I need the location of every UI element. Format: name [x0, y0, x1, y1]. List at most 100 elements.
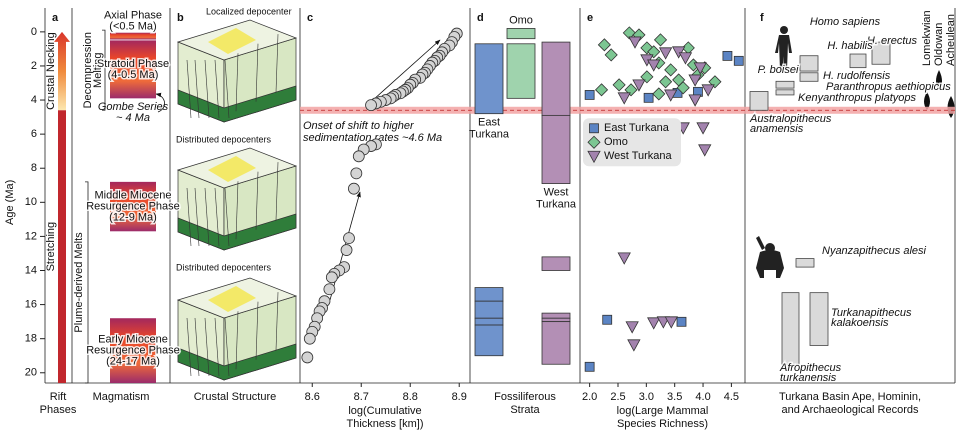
data-point — [347, 182, 360, 195]
data-point — [627, 339, 641, 352]
taxon-range — [775, 80, 795, 89]
taxon-range — [809, 292, 829, 346]
taxon-label: H. rudolfensis — [823, 70, 891, 82]
hominin-icon — [775, 26, 792, 70]
x-axis-label: Strata — [510, 404, 540, 416]
taxon-label: Paranthropus aethiopicus — [826, 81, 951, 93]
block-base — [177, 213, 297, 251]
data-point — [323, 283, 336, 296]
tool-label: Acheulean — [945, 14, 957, 66]
data-point — [658, 47, 673, 60]
magma-phase — [110, 32, 156, 40]
y-tick-label: 10 — [25, 196, 37, 208]
data-point — [365, 99, 377, 112]
rift-phase — [58, 110, 66, 383]
fault — [186, 317, 192, 377]
x-tick-label: 2.0 — [582, 391, 597, 403]
data-point — [653, 33, 668, 47]
trend-arrow — [372, 39, 441, 101]
data-point — [688, 74, 702, 87]
data-point — [604, 48, 618, 62]
fault — [214, 187, 220, 247]
magma-phase-label: (<0.5 Ma) — [109, 21, 156, 33]
data-point — [696, 122, 710, 135]
rift-phase-label: Crustal Necking — [45, 32, 57, 110]
fault — [186, 187, 192, 247]
ape-icon — [756, 236, 784, 278]
magma-phase-label: (12-9 Ma) — [109, 211, 157, 223]
data-point — [693, 62, 707, 75]
fault — [275, 34, 279, 93]
fault — [235, 53, 239, 112]
data-point — [698, 144, 712, 157]
x-axis-label: log(Large Mammal — [617, 405, 709, 417]
fault — [224, 187, 230, 247]
x-tick-label: 8.7 — [354, 391, 369, 403]
data-point — [301, 351, 314, 364]
series-label: East — [478, 117, 500, 129]
fault — [194, 59, 200, 119]
taxon-range — [775, 89, 795, 96]
taxon-range — [799, 72, 819, 82]
fault — [235, 181, 239, 240]
magma-phase — [110, 181, 156, 232]
stratum — [541, 317, 571, 323]
data-point — [325, 271, 338, 284]
data-point — [625, 321, 639, 334]
x-axis-label: log(Cumulative — [348, 405, 421, 417]
magma-phase-label: Middle Miocene — [94, 189, 171, 201]
data-point — [622, 26, 636, 40]
x-tick-label: 8.9 — [452, 391, 467, 403]
regime-bracket — [85, 181, 89, 384]
rift-phase-label: Stretching — [45, 222, 57, 272]
y-tick-label: 6 — [31, 128, 37, 140]
magma-phase-label: Resurgence Phase — [86, 345, 180, 357]
x-axis-label: Species Richness) — [617, 418, 708, 430]
depocenter-label: Distributed depocenters — [176, 134, 272, 144]
x-axis-label: Thickness [km]) — [346, 418, 423, 430]
x-tick-label: 3.0 — [639, 391, 654, 403]
data-point — [678, 52, 693, 65]
taxon-label: Homo sapiens — [810, 16, 881, 28]
legend-box — [583, 118, 681, 167]
fault — [214, 59, 220, 119]
taxon-label: Nyanzapithecus alesi — [822, 245, 927, 257]
x-axis-label: Magmatism — [93, 391, 150, 403]
taxon-label: turkanensis — [780, 372, 837, 384]
y-tick-label: 14 — [25, 264, 37, 276]
series-label: Turkana — [469, 129, 510, 141]
stratum — [474, 317, 504, 326]
onset-label: Onset of shift to higher — [303, 120, 415, 132]
data-point — [647, 59, 661, 72]
depocenter — [208, 286, 256, 312]
fault — [204, 187, 210, 247]
data-point — [602, 314, 613, 325]
taxon-range — [795, 258, 815, 268]
block-base — [177, 85, 297, 123]
magma-phase-label: Axial Phase — [104, 10, 162, 22]
data-point — [617, 252, 631, 265]
fault — [194, 187, 200, 247]
x-tick-label: 3.5 — [667, 391, 682, 403]
legend-label: West Turkana — [604, 150, 673, 162]
legend-label: Omo — [604, 136, 628, 148]
rift-phase — [54, 31, 70, 111]
data-point — [617, 92, 631, 105]
regime-label: Melting — [92, 52, 104, 87]
data-point — [688, 94, 702, 107]
x-tick-label: 2.5 — [610, 391, 625, 403]
data-point — [632, 79, 646, 92]
taxon-label: anamensis — [750, 123, 804, 135]
x-axis-label: Fossiliferous — [494, 391, 556, 403]
regime-label: Plume-derived Melts — [73, 232, 85, 333]
stratum — [506, 43, 536, 99]
legend-label: East Turkana — [604, 122, 670, 134]
y-tick-label: 16 — [25, 298, 37, 310]
magma-phase — [110, 40, 156, 99]
data-point — [584, 90, 595, 100]
data-point — [628, 36, 642, 49]
stratum — [474, 324, 504, 357]
x-tick-label: 8.8 — [403, 391, 418, 403]
panel-letter: e — [587, 12, 593, 24]
taxon-range — [749, 91, 769, 111]
